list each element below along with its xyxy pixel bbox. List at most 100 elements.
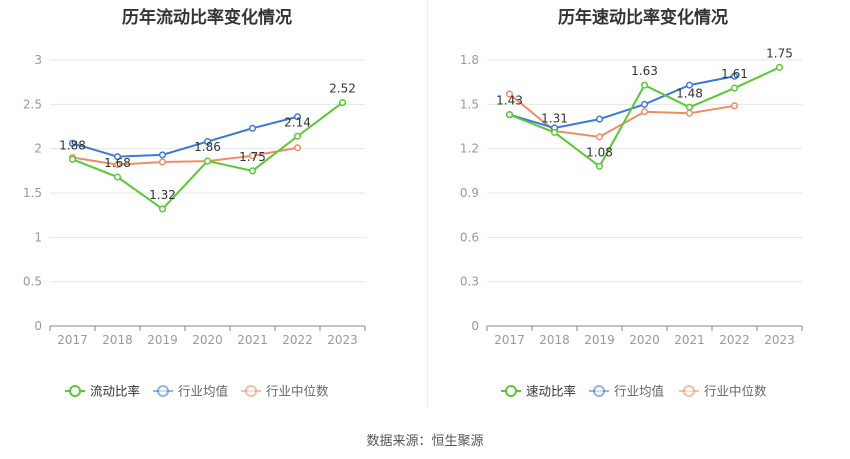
data-label: 1.43: [496, 94, 523, 108]
legend-label: 速动比率: [526, 384, 576, 399]
data-point-median: [685, 109, 694, 117]
x-tick-label: 2023: [764, 333, 795, 347]
data-point-median: [293, 144, 302, 152]
data-point-median: [248, 152, 257, 160]
y-tick-label: 2.5: [23, 97, 42, 111]
data-label: 1.61: [721, 67, 748, 81]
y-tick-label: 3: [34, 53, 42, 67]
data-point-median: [113, 161, 122, 169]
legend-label: 行业均值: [614, 384, 664, 399]
data-point-primary: [68, 155, 77, 163]
y-tick-label: 1.8: [460, 53, 479, 67]
panel-divider: [427, 0, 428, 408]
data-label: 1.88: [59, 138, 86, 152]
data-label: 1.32: [149, 188, 176, 202]
data-point-average: [293, 113, 302, 121]
chart-title-quick-ratio: 历年速动比率变化情况: [558, 8, 728, 28]
data-point-primary: [505, 111, 514, 119]
data-label: 1.31: [541, 111, 568, 125]
data-point-median: [730, 102, 739, 110]
x-tick-label: 2018: [539, 333, 570, 347]
x-tick-label: 2019: [147, 333, 178, 347]
x-tick-label: 2020: [629, 333, 660, 347]
data-point-primary: [550, 128, 559, 136]
legend-item-average: 行业均值: [589, 384, 664, 399]
chart-1: 0 0.5 1 1.5 2 2.5 3 2017 2018 2019 2020 2021 2022 202…: [23, 53, 366, 399]
legend-item-median: 行业中位数: [241, 384, 329, 399]
data-label: 1.75: [766, 46, 793, 60]
legend-label: 流动比率: [90, 384, 140, 399]
data-point-median: [640, 108, 649, 116]
data-label: 1.75: [239, 150, 266, 164]
y-tick-label: 1.5: [460, 97, 479, 111]
data-point-median: [505, 90, 514, 98]
y-tick-label: 0: [471, 319, 479, 333]
data-point-average: [113, 153, 122, 161]
data-label: 2.14: [284, 115, 311, 129]
data-point-primary: [775, 63, 784, 71]
legend-label: 行业中位数: [266, 384, 329, 399]
data-point-primary: [595, 162, 604, 170]
data-point-average: [158, 151, 167, 159]
y-tick-label: 0.6: [460, 230, 479, 244]
legend-swatch-marker: [245, 385, 257, 397]
data-point-average: [640, 100, 649, 108]
data-point-primary: [685, 103, 694, 111]
data-label: 2.52: [329, 82, 356, 96]
data-point-primary: [730, 84, 739, 92]
chart-2: 0 0.3 0.6 0.9 1.2 1.5 1.8 2017 2018 2019 2020 2021 2…: [460, 46, 803, 399]
y-tick-label: 0.5: [23, 275, 42, 289]
legend-swatch-marker: [593, 385, 605, 397]
x-tick-label: 2021: [674, 333, 705, 347]
legend-item-average: 行业均值: [153, 384, 228, 399]
data-point-primary: [158, 205, 167, 213]
x-tick-label: 2017: [494, 333, 525, 347]
data-point-average: [595, 115, 604, 123]
data-label: 1.68: [104, 156, 131, 170]
data-label: 1.48: [676, 86, 703, 100]
data-label: 1.08: [586, 145, 613, 159]
legend-swatch-marker: [505, 385, 517, 397]
data-point-average: [203, 138, 212, 146]
x-tick-label: 2017: [57, 333, 88, 347]
x-tick-label: 2018: [102, 333, 133, 347]
data-point-primary: [293, 132, 302, 140]
data-point-average: [248, 124, 257, 132]
series-line-average: [509, 75, 735, 130]
x-tick-label: 2021: [237, 333, 268, 347]
legend-item-primary: 速动比率: [501, 384, 576, 399]
legend-label: 行业均值: [178, 384, 228, 399]
legend-swatch-marker: [683, 385, 695, 397]
legend-swatch-marker: [69, 385, 81, 397]
data-point-average: [685, 81, 694, 89]
data-point-primary: [338, 99, 347, 107]
legend-item-primary: 流动比率: [65, 384, 140, 399]
chart-title-current-ratio: 历年流动比率变化情况: [122, 8, 292, 28]
x-tick-label: 2019: [584, 333, 615, 347]
x-tick-label: 2022: [282, 333, 313, 347]
data-point-median: [595, 133, 604, 141]
data-point-average: [68, 139, 77, 147]
y-tick-label: 0.3: [460, 275, 479, 289]
data-point-primary: [640, 81, 649, 89]
y-tick-label: 1: [34, 230, 42, 244]
x-tick-label: 2022: [719, 333, 750, 347]
x-tick-label: 2023: [327, 333, 358, 347]
data-point-median: [158, 158, 167, 166]
data-point-average: [730, 72, 739, 80]
data-label: 1.86: [194, 140, 221, 154]
data-point-primary: [203, 157, 212, 165]
y-tick-label: 0.9: [460, 186, 479, 200]
data-label: 1.63: [631, 64, 658, 78]
y-tick-label: 1.5: [23, 186, 42, 200]
y-tick-label: 1.2: [460, 142, 479, 156]
series-line-median: [72, 146, 298, 166]
legend-label: 行业中位数: [704, 384, 767, 399]
x-tick-label: 2020: [192, 333, 223, 347]
data-source-label: 数据来源：恒生聚源: [366, 434, 484, 449]
legend-swatch-marker: [157, 385, 169, 397]
legend-item-median: 行业中位数: [679, 384, 767, 399]
data-point-primary: [113, 173, 122, 181]
y-tick-label: 0: [34, 319, 42, 333]
